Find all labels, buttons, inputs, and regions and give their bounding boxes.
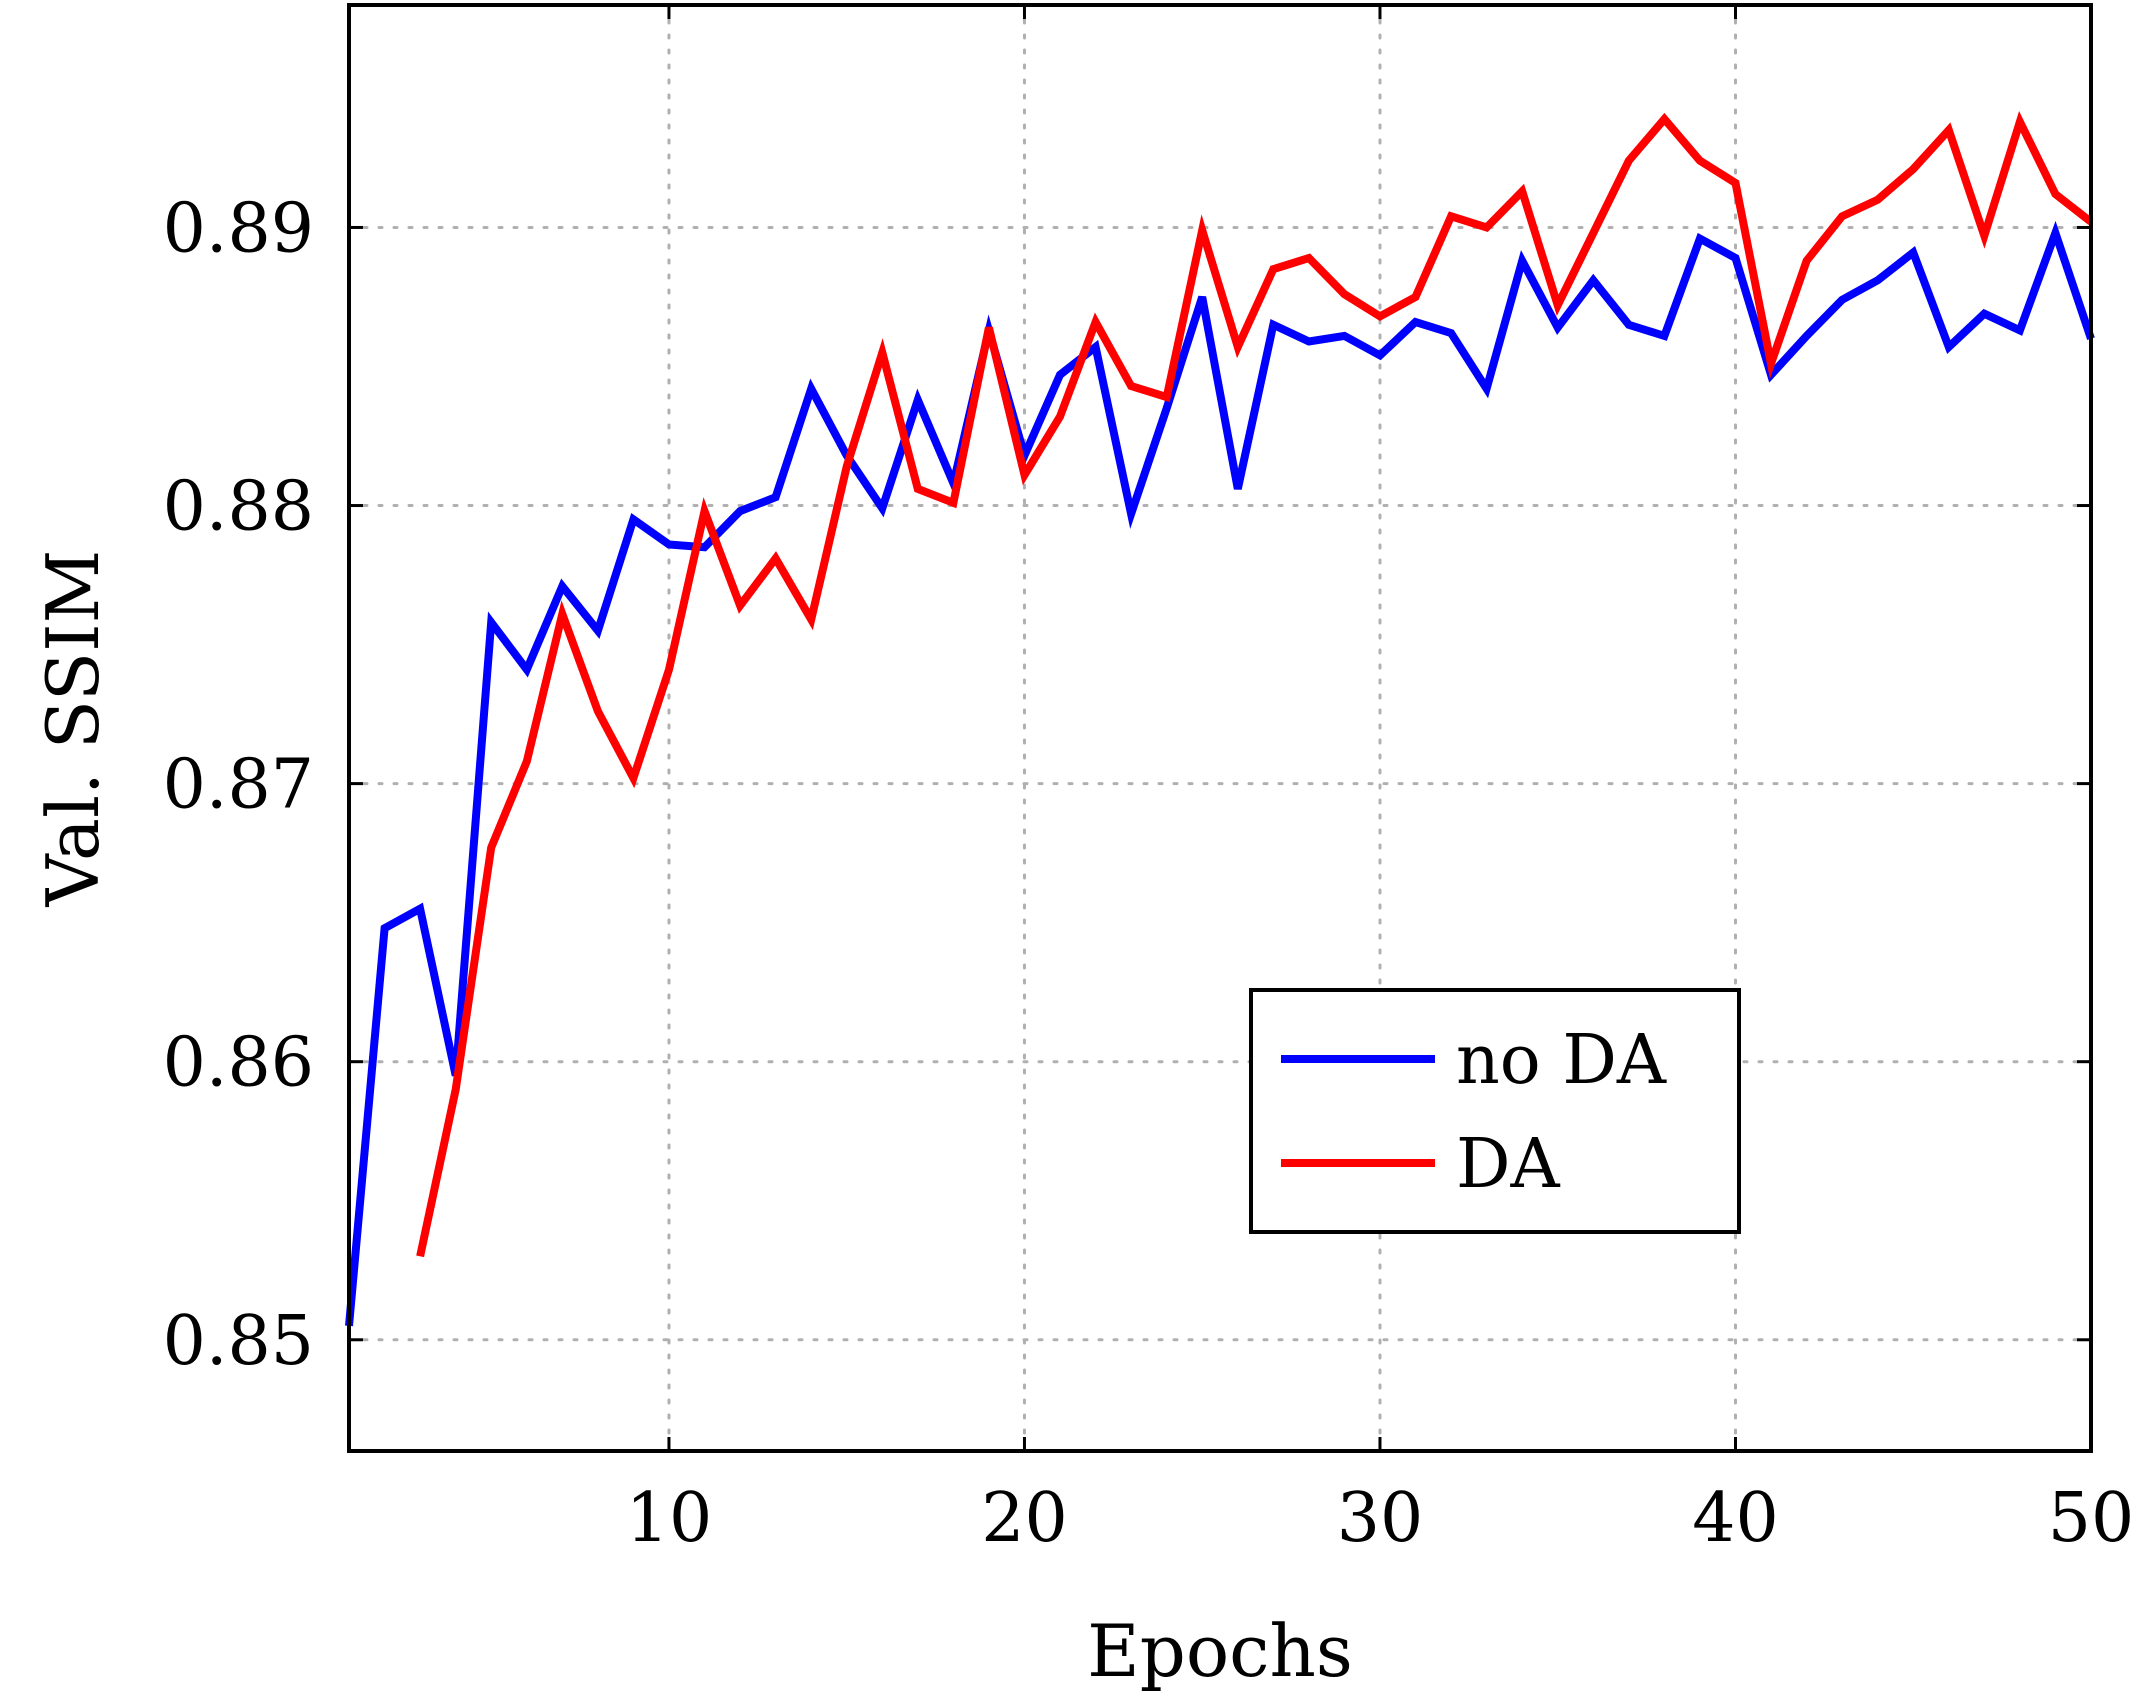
legend-label-no-da: no DA [1456,1021,1667,1100]
x-tick-label: 50 [2048,1479,2135,1558]
series-lines [345,111,2095,1327]
y-tick-label: 0.87 [163,746,314,825]
x-axis-label: Epochs [1087,1609,1353,1693]
legend-label-da: DA [1456,1125,1561,1204]
legend: no DA DA [1249,988,1741,1234]
series-line-no-da [345,220,2095,1327]
y-tick-label: 0.89 [163,189,314,268]
y-tick-label: 0.85 [163,1302,314,1381]
series-line-da [416,111,2094,1258]
axis-ticks: 10 20 30 40 50 0.85 0.86 0.87 0.88 0.89 [163,5,2135,1558]
x-tick-label: 10 [626,1479,713,1558]
y-axis-label: Val. SSIM [31,550,115,908]
x-tick-label: 20 [981,1479,1068,1558]
plot-frame [347,3,2093,1453]
legend-box [1249,988,1741,1234]
y-tick-label: 0.86 [163,1024,314,1103]
y-tick-label: 0.88 [163,468,314,547]
grid [347,3,2093,1453]
x-tick-label: 30 [1337,1479,1424,1558]
x-tick-label: 40 [1692,1479,1779,1558]
